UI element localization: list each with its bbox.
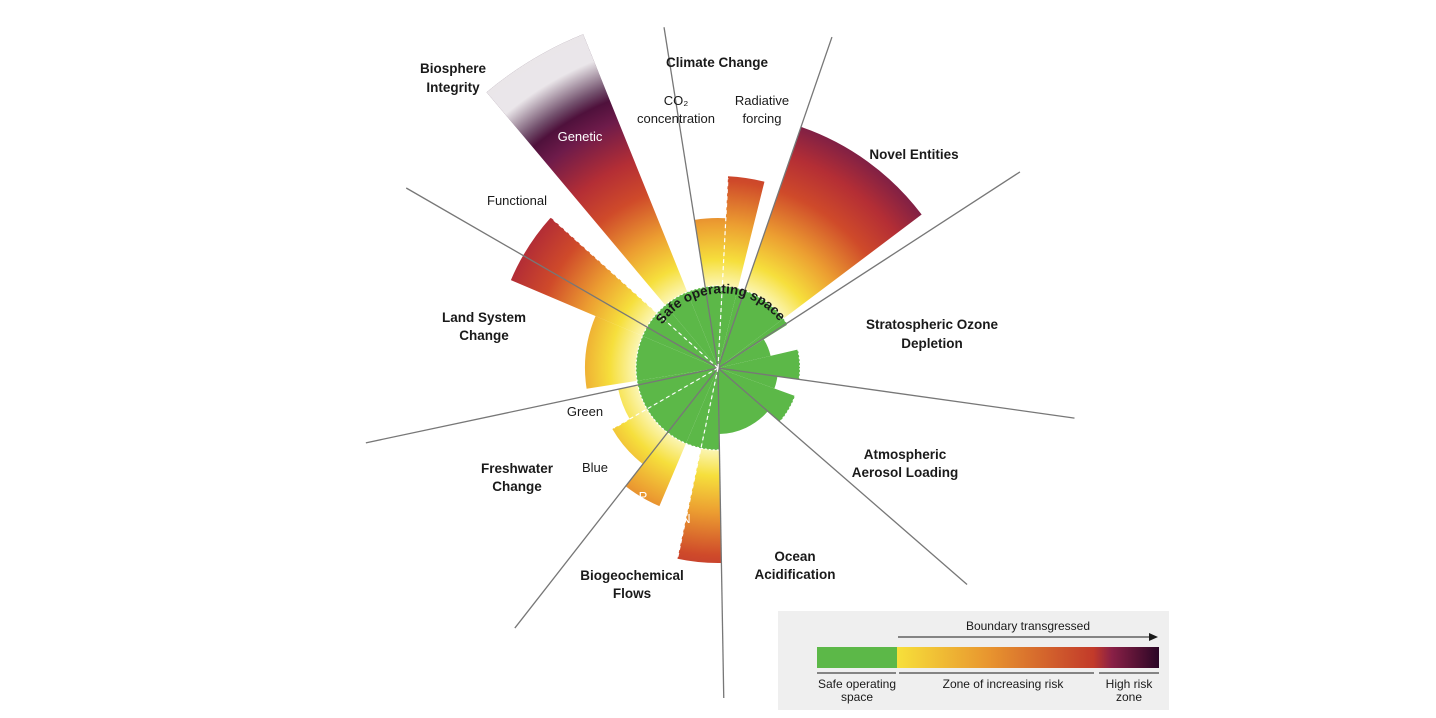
legend-arrow-label: Boundary transgressed: [966, 619, 1090, 633]
core-fill-6: [657, 305, 718, 368]
freshwater-title-1: Freshwater: [481, 461, 554, 476]
legend-zone-label: Zone of increasing risk: [943, 677, 1065, 691]
biogeochemical-title-1: Biogeochemical: [580, 568, 684, 583]
core-fill-4: [685, 368, 718, 449]
divider-line-0: [717, 178, 729, 369]
separator-line-3: [717, 367, 1075, 419]
co2-label-2: concentration: [637, 111, 715, 126]
wedge-land-system: [585, 316, 643, 389]
co2-label: CO₂: [664, 93, 689, 108]
separator-line-2: [717, 171, 1021, 369]
green-water-label: Green: [567, 404, 603, 419]
ozone-title-2: Depletion: [901, 336, 963, 351]
core-fill-2: [718, 349, 800, 380]
genetic-label: Genetic: [558, 129, 603, 144]
wedge-green-water: [618, 385, 647, 419]
legend-safe-swatch: [817, 647, 897, 668]
wedge-novel-entities-safe: [718, 290, 784, 368]
blue-water-label: Blue: [582, 460, 608, 475]
wedge-ocean-safe: [718, 368, 768, 434]
wedge-phosphorus: [625, 432, 686, 507]
wedge-genetic-safe: [665, 291, 718, 368]
aerosol-title-2: Aerosol Loading: [852, 465, 959, 480]
radiative-label-2: forcing: [742, 111, 781, 126]
legend: Boundary transgressed Safe operating spa…: [778, 611, 1169, 710]
land-system-title-2: Change: [459, 328, 509, 343]
wedge-functional-safe: [642, 313, 718, 368]
divider-line-3: [613, 367, 719, 429]
separator-line-5: [717, 367, 725, 698]
biogeochemical-title-2: Flows: [613, 586, 651, 601]
wedge-radiative: [722, 176, 765, 289]
wedge-co2-safe: [705, 285, 723, 368]
legend-high-label-1: High risk: [1106, 677, 1154, 691]
wedge-radiative-safe: [718, 286, 738, 368]
separator-line-8: [405, 187, 719, 369]
wedge-nitrogen-safe: [700, 368, 720, 450]
sub-boundary-dividers: [550, 178, 729, 559]
legend-safe-label-1: Safe operating: [818, 677, 896, 691]
ozone-title-1: Stratospheric Ozone: [866, 317, 999, 332]
wedge-aerosol-safe: [718, 368, 778, 389]
legend-high-label-2: zone: [1116, 690, 1142, 704]
wedge-functional: [510, 217, 658, 336]
wedge-green-water-safe: [637, 368, 718, 409]
climate-change-title: Climate Change: [666, 55, 769, 70]
wedge-phosphorus-safe: [667, 368, 718, 444]
divider-line-2: [550, 216, 719, 369]
legend-arrow-head: [1149, 633, 1158, 641]
radiative-label: Radiative: [735, 93, 789, 108]
separator-line-1: [717, 36, 833, 369]
wedge-novel-entities: [744, 126, 922, 319]
separator-line-7: [365, 367, 719, 444]
ocean-title-2: Acidification: [754, 567, 835, 582]
wedge-land-system-safe: [636, 335, 718, 381]
core-fill-1: [718, 318, 788, 368]
wedge-blue-water-safe: [646, 368, 718, 433]
nitrogen-label: N: [681, 511, 690, 526]
wedge-ozone-safe: [718, 339, 771, 368]
ocean-title-1: Ocean: [774, 549, 815, 564]
separator-line-4: [717, 367, 968, 585]
boundary-separator-lines: [365, 27, 1075, 698]
novel-entities-title: Novel Entities: [869, 147, 958, 162]
legend-risk-swatch: [897, 647, 1159, 668]
wedge-co2: [694, 218, 726, 288]
biosphere-title-1: Biosphere: [420, 61, 487, 76]
wedge-blue-water: [612, 409, 668, 465]
wedge-genetic-fade: [486, 34, 688, 306]
wedge-nitrogen: [677, 448, 722, 563]
separator-line-0: [663, 27, 719, 369]
legend-safe-label-2: space: [841, 690, 873, 704]
separator-line-6: [514, 367, 719, 629]
land-system-title-1: Land System: [442, 310, 526, 325]
core-fill-7: [687, 287, 718, 368]
safe-boundary-circle: [635, 285, 801, 451]
divider-line-1: [676, 367, 719, 559]
aerosol-title-1: Atmospheric: [864, 447, 947, 462]
freshwater-title-2: Change: [492, 479, 542, 494]
biosphere-title-2: Integrity: [426, 80, 480, 95]
phosphorus-label: P: [639, 489, 648, 504]
core-fill-3: [718, 368, 796, 422]
boundary-wedges: [486, 34, 922, 563]
functional-label: Functional: [487, 193, 547, 208]
